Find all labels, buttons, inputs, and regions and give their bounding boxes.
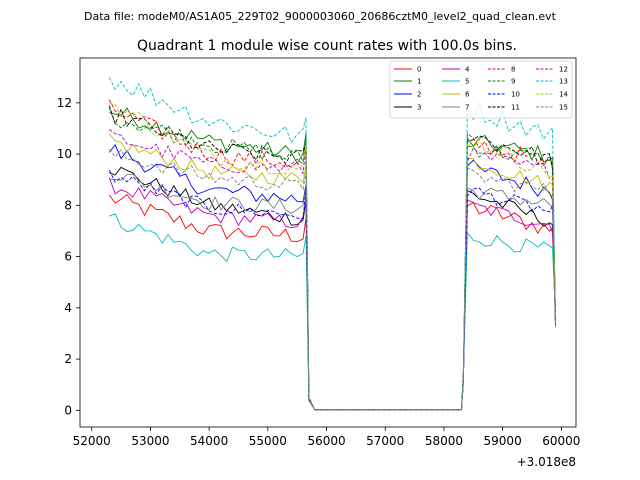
series-line-15 — [108, 148, 556, 411]
legend-label-0: 0 — [417, 66, 421, 74]
legend-label-11: 11 — [511, 104, 520, 112]
legend-label-6: 6 — [465, 91, 470, 99]
x-tick-label: 54000 — [190, 434, 228, 448]
series-line-5 — [109, 213, 556, 411]
plot-frame — [79, 57, 577, 428]
y-tick-label: 0 — [64, 403, 72, 417]
series-line-11 — [108, 105, 556, 411]
legend-frame — [389, 60, 573, 119]
series-line-3 — [109, 166, 556, 411]
series-line-10 — [108, 169, 556, 411]
y-tick-label: 6 — [64, 250, 72, 264]
y-tick-label: 8 — [64, 198, 72, 212]
legend-label-9: 9 — [511, 78, 515, 86]
figure-suptitle: Data file: modeM0/AS1A05_229T02_90000030… — [84, 10, 557, 23]
series-line-8 — [108, 99, 556, 411]
y-tick-label: 2 — [64, 352, 72, 366]
x-axis: 52000 53000 54000 55000 56000 57000 58000 59000… — [73, 427, 580, 448]
y-tick-label: 4 — [64, 301, 72, 315]
legend-label-12: 12 — [559, 66, 568, 74]
x-tick-label: 57000 — [366, 434, 404, 448]
x-offset-label: +3.018e8 — [517, 455, 576, 469]
legend-label-4: 4 — [465, 66, 470, 74]
legend-label-15: 15 — [559, 104, 568, 112]
legend-label-13: 13 — [559, 78, 568, 86]
series-line-7 — [109, 173, 556, 411]
x-tick-label: 53000 — [131, 434, 169, 448]
x-tick-label: 58000 — [425, 434, 463, 448]
legend-label-14: 14 — [559, 91, 568, 99]
x-tick-label: 52000 — [73, 434, 111, 448]
plot-area: 52000 53000 54000 55000 56000 57000 58000 59000… — [57, 57, 580, 469]
chart-title: Quadrant 1 module wise count rates with … — [137, 38, 517, 54]
legend-label-7: 7 — [465, 104, 469, 112]
y-tick-label: 12 — [57, 96, 72, 110]
series-line-12 — [109, 129, 556, 411]
y-tick-label: 10 — [57, 147, 72, 161]
series-line-9 — [108, 107, 556, 411]
x-tick-label: 59000 — [484, 434, 522, 448]
x-tick-label: 60000 — [542, 434, 580, 448]
legend-label-5: 5 — [465, 78, 469, 86]
series-line-0 — [108, 193, 556, 411]
legend-label-10: 10 — [511, 91, 520, 99]
legend-label-3: 3 — [417, 104, 421, 112]
series-lines — [108, 77, 556, 411]
series-line-13 — [108, 77, 556, 411]
x-tick-label: 56000 — [307, 434, 345, 448]
legend-label-8: 8 — [511, 66, 515, 74]
legend-label-2: 2 — [417, 91, 421, 99]
y-axis: 0 2 4 6 8 10 12 — [57, 96, 80, 417]
series-line-2 — [108, 144, 556, 411]
series-line-6 — [108, 133, 556, 411]
legend-label-1: 1 — [417, 78, 421, 86]
series-line-4 — [108, 177, 556, 411]
x-tick-label: 55000 — [249, 434, 287, 448]
